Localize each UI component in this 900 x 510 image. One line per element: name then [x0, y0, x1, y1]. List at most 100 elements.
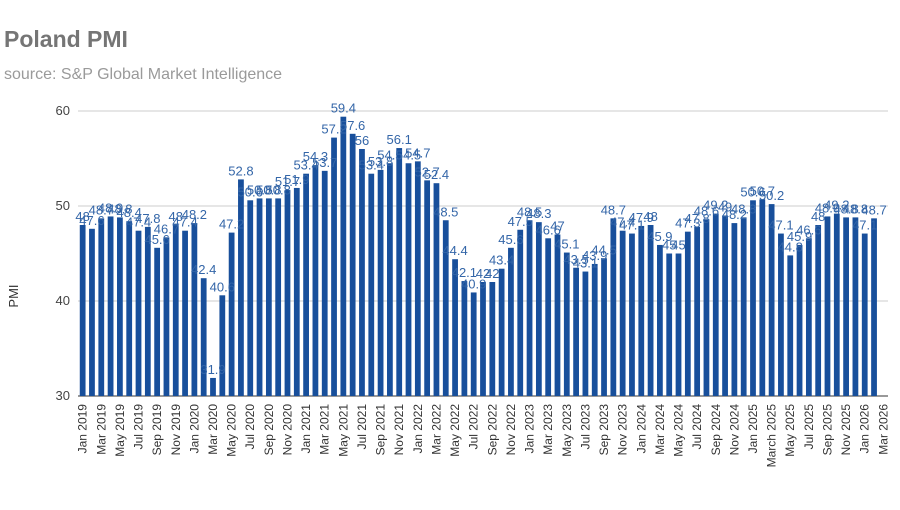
data-label: 51.9 — [284, 172, 309, 187]
data-label: 53.7 — [312, 155, 337, 170]
data-label: 43.1 — [573, 256, 598, 271]
x-tick-label: Jul 2023 — [578, 404, 592, 450]
data-label: 59.4 — [331, 101, 356, 116]
data-label: 51.7 — [275, 174, 300, 189]
x-tick-label: Jul 2024 — [690, 404, 704, 450]
bar — [703, 219, 710, 396]
bar — [740, 217, 747, 396]
bar — [414, 161, 421, 396]
data-label: 56.1 — [387, 132, 412, 147]
data-label: 42.1 — [452, 265, 477, 280]
bar — [396, 148, 403, 396]
data-label: 43.5 — [563, 252, 588, 267]
data-label: 50.2 — [759, 188, 784, 203]
data-label: 42.4 — [191, 262, 216, 277]
data-label: 48.8 — [731, 201, 756, 216]
bar — [759, 199, 766, 396]
data-label: 52.4 — [424, 167, 449, 182]
data-label: 47.2 — [219, 217, 244, 232]
bar — [731, 223, 738, 396]
bar — [200, 278, 207, 396]
data-label: 47.4 — [126, 215, 151, 230]
bar — [433, 183, 440, 396]
data-label: 40.6 — [210, 279, 235, 294]
bar — [256, 198, 263, 396]
bar — [117, 217, 123, 396]
x-tick-label: Mar 2019 — [94, 404, 108, 455]
bar — [629, 233, 635, 396]
bar — [805, 238, 812, 396]
data-label: 43.9 — [582, 248, 607, 263]
bar — [787, 255, 794, 396]
bar — [470, 292, 477, 396]
bar — [405, 163, 412, 396]
data-label: 48 — [169, 209, 183, 224]
data-label: 40.9 — [461, 276, 486, 291]
bar — [135, 230, 142, 396]
y-tick-label: 60 — [56, 103, 70, 118]
x-tick-label: Mar 2023 — [541, 404, 555, 455]
bar — [815, 225, 822, 396]
bar — [768, 204, 775, 396]
data-label: 48.5 — [433, 204, 458, 219]
data-label: 54.5 — [377, 147, 402, 162]
data-label: 48.8 — [843, 201, 868, 216]
bar — [861, 233, 868, 396]
x-tick-label: Jan 2022 — [411, 404, 425, 454]
y-axis: 30 40 50 60 — [56, 103, 70, 403]
data-label: 45.9 — [787, 229, 812, 244]
data-label: 50.8 — [266, 182, 291, 197]
bar — [247, 200, 254, 396]
data-label: 53.4 — [293, 158, 318, 173]
data-label: 47.1 — [619, 218, 644, 233]
data-label: 45.6 — [498, 232, 523, 247]
bar — [126, 221, 133, 396]
bar — [750, 200, 756, 396]
chart-title: Poland PMI — [4, 26, 128, 52]
data-label: 50.6 — [740, 184, 765, 199]
bar — [107, 216, 114, 396]
bar — [98, 218, 105, 396]
bar — [144, 226, 151, 396]
bar — [219, 295, 226, 396]
data-label: 48 — [643, 209, 657, 224]
x-tick-label: May 2022 — [448, 404, 462, 457]
data-label: 48.3 — [526, 206, 551, 221]
x-tick-label: Nov 2025 — [839, 404, 853, 456]
data-label: 47.4 — [610, 215, 635, 230]
y-tick-label: 40 — [56, 293, 70, 308]
x-tick-label: Jan 2025 — [746, 404, 760, 454]
x-tick-label: Nov 2024 — [727, 404, 741, 456]
bar — [675, 253, 682, 396]
bar — [508, 247, 514, 396]
data-label: 54.3 — [303, 149, 328, 164]
data-label: 53.8 — [368, 154, 393, 169]
bar — [480, 282, 486, 396]
bar — [442, 220, 449, 396]
bar — [163, 237, 170, 396]
data-label: 48.8 — [833, 201, 858, 216]
bar — [638, 225, 645, 396]
data-label: 31.9 — [200, 362, 225, 377]
bar — [824, 216, 831, 396]
data-label: 56 — [355, 133, 369, 148]
data-label: 49.2 — [824, 198, 849, 213]
bar — [284, 189, 291, 396]
x-tick-label: Sep 2021 — [374, 404, 388, 456]
bar — [387, 163, 393, 396]
data-labels: 4847.648.748.948.848.447.447.845.646.748… — [75, 101, 886, 377]
x-tick-label: Sep 2022 — [485, 404, 499, 456]
x-tick-label: Jan 2026 — [858, 404, 872, 454]
data-label: 47.1 — [768, 218, 793, 233]
data-label: 46.6 — [796, 222, 821, 237]
x-tick-label: Jan 2019 — [76, 404, 90, 454]
x-tick-label: May 2025 — [783, 404, 797, 457]
data-label: 45 — [671, 238, 685, 253]
data-label: 52.7 — [414, 164, 439, 179]
bar — [871, 218, 877, 396]
y-axis-label: PMI — [6, 284, 21, 307]
data-label: 54.7 — [405, 145, 430, 160]
x-tick-label: Jul 2021 — [355, 404, 369, 450]
x-tick-label: Jul 2020 — [243, 404, 257, 450]
